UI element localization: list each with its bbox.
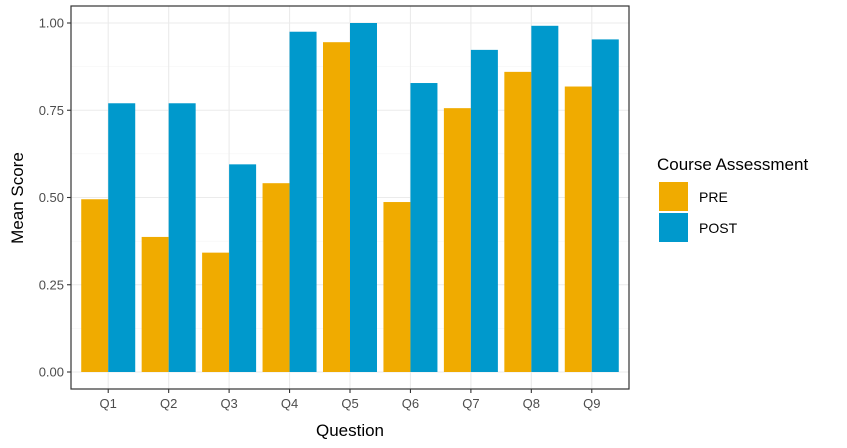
- y-axis-title: Mean Score: [8, 152, 27, 244]
- legend: Course Assessment PRE POST: [657, 155, 808, 242]
- bar-post-q3: [229, 164, 257, 372]
- bar-post-q8: [531, 25, 559, 373]
- legend-key-post: [659, 213, 688, 242]
- legend-label-post: POST: [699, 220, 738, 236]
- x-tick-label: Q6: [402, 396, 419, 411]
- y-tick-label: 0.75: [39, 103, 64, 118]
- bar-post-q7: [470, 49, 498, 373]
- x-axis-ticks: Q1 Q2 Q3 Q4 Q5 Q6 Q7 Q8 Q9: [100, 389, 600, 411]
- x-tick-label: Q2: [160, 396, 177, 411]
- y-axis-ticks: 0.00 0.25 0.50 0.75 1.00: [39, 16, 71, 380]
- bar-pre-q1: [81, 199, 109, 372]
- bar-post-q6: [410, 83, 438, 372]
- x-tick-label: Q5: [341, 396, 358, 411]
- legend-label-pre: PRE: [699, 189, 728, 205]
- bar-post-q4: [289, 31, 317, 372]
- bar-pre-q5: [323, 42, 350, 372]
- y-tick-label: 0.25: [39, 277, 64, 292]
- bar-post-q2: [168, 103, 196, 373]
- bar-pre-q3: [202, 252, 230, 372]
- bars: [81, 23, 619, 373]
- bar-pre-q8: [504, 71, 532, 373]
- x-axis-title: Question: [316, 421, 384, 440]
- x-tick-label: Q4: [281, 396, 298, 411]
- y-tick-label: 0.00: [39, 365, 64, 380]
- bar-pre-q9: [564, 86, 592, 372]
- x-tick-label: Q8: [523, 396, 540, 411]
- x-tick-label: Q1: [100, 396, 117, 411]
- bar-post-q9: [591, 39, 619, 372]
- y-tick-label: 0.50: [39, 190, 64, 205]
- legend-key-pre: [659, 182, 688, 211]
- legend-title: Course Assessment: [657, 155, 808, 174]
- bar-pre-q4: [262, 183, 290, 372]
- bar-pre-q2: [141, 236, 169, 372]
- bar-post-q5: [350, 23, 377, 372]
- x-tick-label: Q9: [583, 396, 600, 411]
- bar-pre-q7: [443, 108, 471, 372]
- bar-pre-q6: [383, 202, 411, 372]
- bar-post-q1: [108, 103, 136, 373]
- y-tick-label: 1.00: [39, 16, 64, 31]
- x-tick-label: Q7: [462, 396, 479, 411]
- x-tick-label: Q3: [220, 396, 237, 411]
